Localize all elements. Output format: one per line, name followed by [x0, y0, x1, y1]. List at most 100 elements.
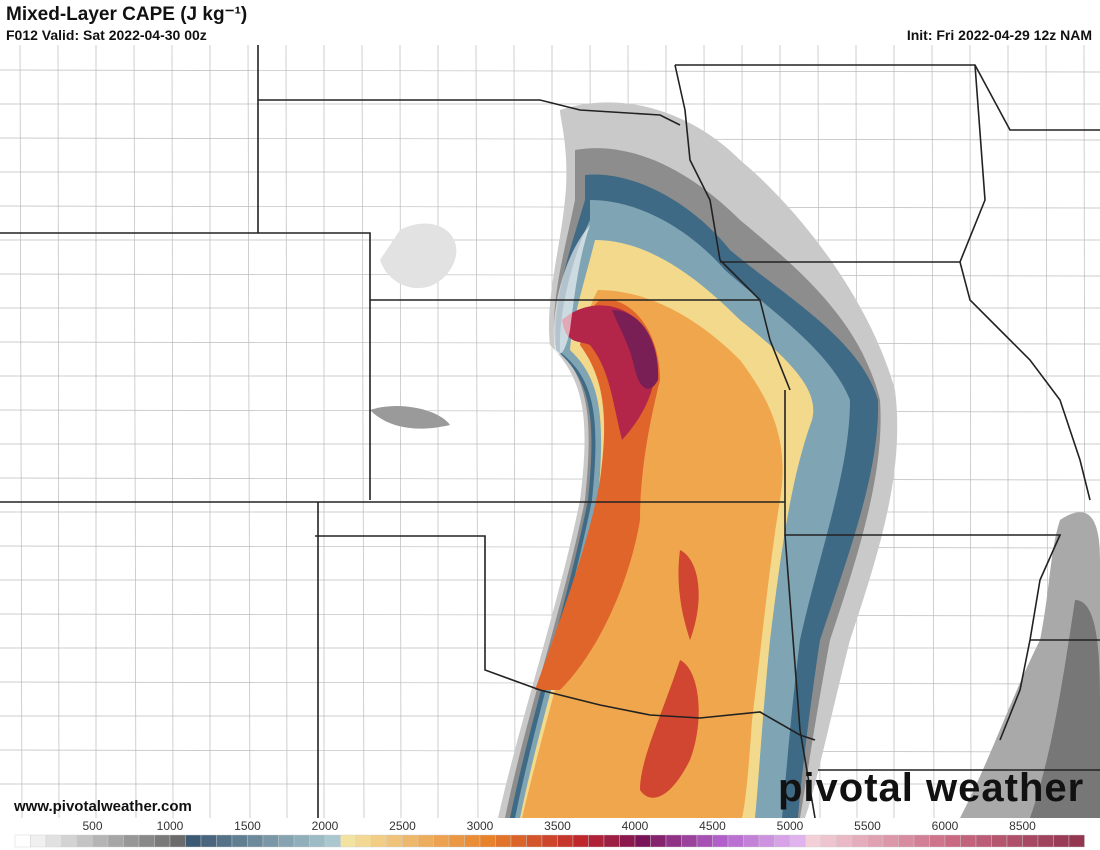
colorbar-swatch	[510, 834, 527, 848]
county-line	[361, 44, 365, 819]
colorbar-swatch	[200, 834, 217, 848]
colorbar-swatch	[681, 834, 698, 848]
cape-field	[370, 102, 1100, 819]
colorbar-swatch	[464, 834, 481, 848]
colorbar-label: 2000	[312, 819, 339, 833]
colorbar-swatch	[758, 834, 775, 848]
colorbar-swatch	[588, 834, 605, 848]
colorbar-swatch	[727, 834, 744, 848]
colorbar-label: 5500	[854, 819, 881, 833]
colorbar-swatch	[231, 834, 248, 848]
colorbar-swatch	[107, 834, 124, 848]
colorbar-swatch	[355, 834, 372, 848]
colorbar-swatch	[138, 834, 155, 848]
colorbar-swatch	[61, 834, 78, 848]
colorbar-swatch	[309, 834, 326, 848]
colorbar-swatch	[92, 834, 109, 848]
colorbar-swatch	[836, 834, 853, 848]
colorbar-swatch	[216, 834, 233, 848]
county-line	[475, 44, 479, 819]
colorbar-swatch	[526, 834, 543, 848]
colorbar-swatch	[154, 834, 171, 848]
colorbar-swatch	[1053, 834, 1070, 848]
colorbar-swatch	[960, 834, 977, 848]
county-line	[969, 44, 972, 819]
colorbar-label: 3000	[467, 819, 494, 833]
colorbar: 500 1000 1500 2000 2500 3000 3500 4000 4500 5000 5…	[14, 819, 1085, 848]
county-line	[247, 44, 251, 819]
colorbar-swatch	[479, 834, 496, 848]
county-line	[133, 44, 137, 819]
colorbar-label: 500	[82, 819, 102, 833]
county-line	[0, 273, 1100, 277]
county-line	[57, 44, 60, 819]
county-line	[0, 137, 1100, 141]
county-line	[0, 69, 1100, 73]
county-line	[0, 613, 1100, 617]
county-line	[0, 409, 1100, 413]
colorbar-label: 8500	[1009, 819, 1036, 833]
colorbar-swatch	[1022, 834, 1039, 848]
colorbar-swatch	[820, 834, 837, 848]
county-line	[171, 44, 174, 819]
title: Mixed-Layer CAPE (J kg⁻¹)	[6, 4, 248, 25]
colorbar-swatch	[386, 834, 403, 848]
colorbar-swatch	[634, 834, 651, 848]
colorbar-swatch	[867, 834, 884, 848]
colorbar-swatch	[774, 834, 791, 848]
colorbar-swatch	[851, 834, 868, 848]
county-line	[513, 44, 516, 819]
colorbar-swatch	[262, 834, 279, 848]
colorbar-label: 3500	[544, 819, 571, 833]
colorbar-swatch	[30, 834, 47, 848]
colorbar-label: 4000	[622, 819, 649, 833]
colorbar-swatch	[789, 834, 806, 848]
colorbar-swatch	[557, 834, 574, 848]
init-time: Init: Fri 2022-04-29 12z NAM	[906, 27, 1092, 43]
colorbar-swatch	[650, 834, 667, 848]
colorbar-swatch	[696, 834, 713, 848]
county-line	[399, 44, 402, 819]
colorbar-swatch	[76, 834, 93, 848]
colorbar-swatch	[929, 834, 946, 848]
colorbar-swatch	[402, 834, 419, 848]
colorbar-swatch	[805, 834, 822, 848]
logo: pivotal weather	[778, 766, 1085, 810]
colorbar-swatch	[665, 834, 682, 848]
county-line	[0, 477, 1100, 481]
colorbar-swatch	[433, 834, 450, 848]
colorbar-label: 4500	[699, 819, 726, 833]
colorbar-label: 1000	[157, 819, 184, 833]
colorbar-swatch	[944, 834, 961, 848]
colorbar-swatch	[169, 834, 186, 848]
colorbar-label: 5000	[777, 819, 804, 833]
website: www.pivotalweather.com	[14, 798, 192, 815]
colorbar-swatch	[1068, 834, 1085, 848]
colorbar-swatch	[495, 834, 512, 848]
colorbar-swatch	[712, 834, 729, 848]
colorbar-swatch	[572, 834, 589, 848]
colorbar-swatch	[448, 834, 465, 848]
county-line	[0, 545, 1100, 549]
colorbar-swatch	[743, 834, 760, 848]
colorbar-swatch	[293, 834, 310, 848]
colorbar-swatch	[45, 834, 62, 848]
colorbar-swatch	[371, 834, 388, 848]
colorbar-label: 1500	[234, 819, 261, 833]
colorbar-swatch	[882, 834, 899, 848]
colorbar-swatch	[541, 834, 558, 848]
county-line	[19, 44, 23, 819]
colorbar-swatch	[1037, 834, 1054, 848]
colorbar-swatch	[975, 834, 992, 848]
valid-time: F012 Valid: Sat 2022-04-30 00z	[6, 27, 207, 43]
colorbar-swatch	[247, 834, 264, 848]
colorbar-label: 6000	[932, 819, 959, 833]
colorbar-swatch	[185, 834, 202, 848]
colorbar-label: 2500	[389, 819, 416, 833]
colorbar-swatch	[324, 834, 341, 848]
colorbar-swatch	[14, 834, 31, 848]
state-borders	[0, 45, 1100, 819]
colorbar-swatch	[913, 834, 930, 848]
